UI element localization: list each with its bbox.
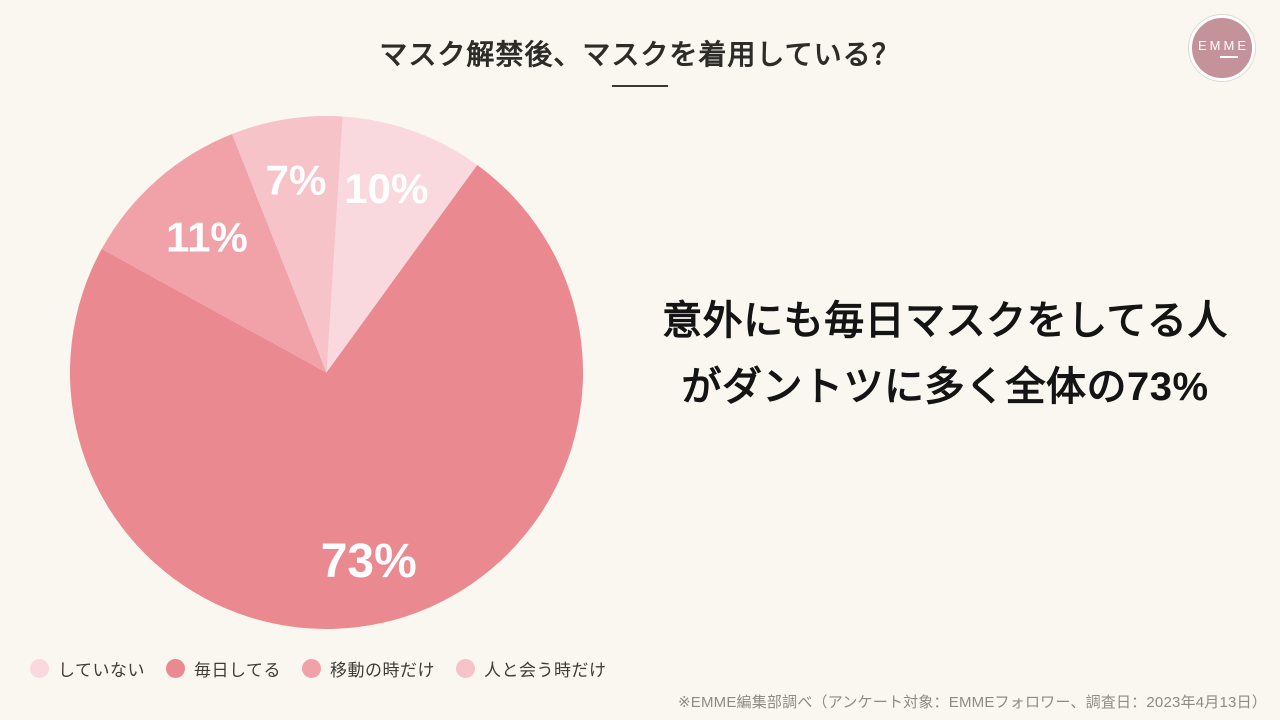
- legend-label: 人と会う時だけ: [484, 660, 607, 680]
- legend-item-2: 移動の時だけ: [302, 656, 435, 681]
- pie-slice-0: [326, 116, 478, 373]
- page-title: マスク解禁後、マスクを着用している？: [379, 39, 901, 70]
- pie-slice-label-1: 73%: [321, 535, 417, 588]
- pie-slice-label-2: 11%: [166, 213, 248, 260]
- legend-label: していない: [58, 660, 145, 680]
- chart-legend: していない 毎日してる 移動の時だけ 人と会う時だけ: [30, 655, 607, 681]
- pie-slice-label-3: 7%: [266, 156, 327, 203]
- pie-slice-1: [69, 164, 583, 629]
- footnote: ※EMME編集部調べ（アンケート対象：EMMEフォロワー、調査日：2023年4月…: [677, 694, 1267, 711]
- pie-chart: 10% 73% 11% 7%: [69, 116, 583, 629]
- legend-dot-icon: [166, 658, 185, 678]
- legend-item-1: 毎日してる: [166, 656, 281, 681]
- legend-dot-icon: [30, 658, 49, 678]
- emme-logo-text: EMME: [1198, 37, 1249, 53]
- legend-label: 毎日してる: [194, 660, 281, 680]
- legend-dot-icon: [456, 658, 475, 678]
- callout-line-2: がダントツに多く全体の73%: [681, 365, 1209, 409]
- pie-slice-3: [232, 116, 343, 373]
- pie-slice-2: [101, 134, 327, 373]
- callout-line-1: 意外にも毎日マスクをしてる人: [662, 299, 1228, 343]
- emme-logo-underline: [1220, 55, 1238, 58]
- callout-text: 意外にも毎日マスクをしてる人 がダントツに多く全体の73%: [655, 288, 1235, 420]
- legend-item-0: していない: [30, 656, 145, 681]
- pie-slice-label-0: 10%: [344, 165, 428, 212]
- legend-item-3: 人と会う時だけ: [456, 656, 607, 681]
- emme-logo: EMME: [1189, 15, 1255, 81]
- title-underline: [612, 85, 668, 87]
- legend-label: 移動の時だけ: [330, 660, 435, 680]
- legend-dot-icon: [302, 658, 321, 678]
